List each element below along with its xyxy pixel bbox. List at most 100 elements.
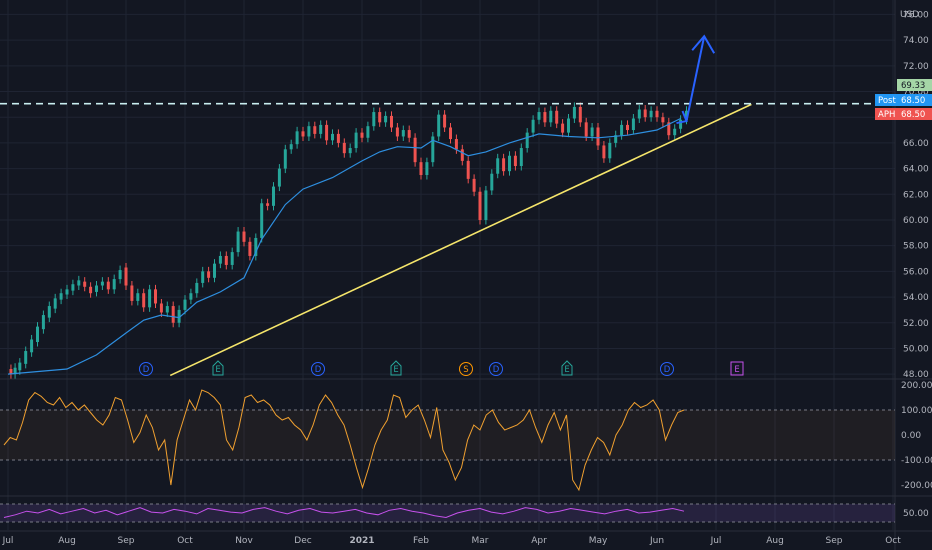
candle-body xyxy=(24,351,28,364)
candle-body xyxy=(366,126,370,138)
earnings-marker-label: E xyxy=(734,365,739,375)
arrow-head-small xyxy=(676,110,688,125)
candle-body xyxy=(626,124,629,131)
candle-body xyxy=(83,281,87,287)
price-tick-label: 62.00 xyxy=(903,190,929,200)
candle-body xyxy=(59,293,63,300)
candle-body xyxy=(431,136,435,163)
price-tag-bg xyxy=(897,108,932,120)
dividend-marker xyxy=(660,362,674,376)
candle-body xyxy=(118,270,122,280)
candle-body xyxy=(673,128,677,136)
oscillator-pane[interactable] xyxy=(0,503,895,523)
candle-body xyxy=(679,119,683,129)
price-tick-label: 48.00 xyxy=(903,370,929,380)
time-axis[interactable]: Jul Aug Sep Oct Nov Dec 2021 Feb Mar Apr May Jun Jul… xyxy=(2,536,902,546)
candle-body xyxy=(195,282,199,294)
candle-body xyxy=(637,109,641,119)
dividend-marker xyxy=(489,362,503,376)
candle-body xyxy=(189,293,193,300)
price-tick-label: 64.00 xyxy=(903,165,929,175)
candle-body xyxy=(572,106,576,119)
candle-body xyxy=(460,149,464,161)
candle-body xyxy=(260,203,264,238)
candle-body xyxy=(53,298,57,309)
time-tick-label: May xyxy=(589,536,608,546)
candle-body xyxy=(183,299,187,310)
candle-body xyxy=(519,148,523,167)
price-tick-label: 74.00 xyxy=(903,36,929,46)
event-marker-label: D xyxy=(315,365,322,375)
candle-body xyxy=(425,162,429,176)
candle-body xyxy=(578,106,582,123)
candle-body xyxy=(360,132,364,138)
event-marker-label: D xyxy=(143,365,150,375)
candle-body xyxy=(643,109,647,118)
price-tick-label: 58.00 xyxy=(903,242,929,252)
candle-body xyxy=(649,110,653,118)
price-tag-label: Post xyxy=(878,96,896,106)
earnings-marker xyxy=(730,361,744,376)
time-tick-label: Jul xyxy=(710,536,722,546)
candle-body xyxy=(342,142,346,154)
candle-body xyxy=(266,203,270,206)
candle-body xyxy=(437,114,441,137)
cci-tick-label: -200.00 xyxy=(901,481,932,491)
candle-body xyxy=(502,158,506,172)
candle-body xyxy=(331,133,334,141)
candle-body xyxy=(384,115,388,123)
candle-body xyxy=(543,112,547,123)
price-tick-label: 54.00 xyxy=(903,293,929,303)
moving-average-line xyxy=(7,117,681,375)
candle-body xyxy=(620,124,624,136)
candle-body xyxy=(667,122,671,136)
candle-body xyxy=(142,293,146,308)
candle-body xyxy=(655,110,659,118)
time-tick-label: Nov xyxy=(235,536,253,546)
candle-body xyxy=(537,112,541,120)
price-tag-value: 68.50 xyxy=(901,110,925,120)
earnings-marker-label: E xyxy=(393,365,398,375)
candle-body xyxy=(41,315,45,330)
candle-body xyxy=(112,279,116,290)
candle-body xyxy=(77,280,81,286)
time-tick-label: Feb xyxy=(413,536,429,546)
candle-body xyxy=(154,289,157,304)
candle-body xyxy=(148,289,152,308)
candle-body xyxy=(478,191,482,220)
candle-body xyxy=(313,126,317,134)
candle-body xyxy=(213,263,216,278)
split-marker xyxy=(459,362,473,376)
candle-body xyxy=(171,306,175,323)
price-tick-label: 60.00 xyxy=(903,216,929,226)
candle-body xyxy=(390,115,393,128)
candle-body xyxy=(100,281,104,286)
candle-body xyxy=(301,131,305,137)
candle-body xyxy=(631,118,635,131)
candle-body xyxy=(549,110,553,123)
oscillator-tick-label: 50.00 xyxy=(903,509,929,519)
event-marker-label: D xyxy=(493,365,500,375)
candle-body xyxy=(490,173,494,191)
earnings-marker xyxy=(390,360,402,376)
time-tick-label: Aug xyxy=(58,536,76,546)
candle-body xyxy=(307,126,311,137)
candle-body xyxy=(419,162,423,176)
candle-body xyxy=(685,110,688,120)
candle-body xyxy=(236,231,240,253)
candle-body xyxy=(224,255,228,265)
earnings-marker-label: E xyxy=(564,365,569,375)
cci-tick-label: -100.00 xyxy=(901,456,932,466)
time-tick-label: Aug xyxy=(766,536,784,546)
candle-body xyxy=(407,130,411,138)
candle-body xyxy=(590,127,594,137)
time-tick-label: Sep xyxy=(118,536,135,546)
candle-body xyxy=(513,155,517,167)
candle-body xyxy=(584,122,588,137)
cci-pane[interactable] xyxy=(0,389,895,492)
cci-line xyxy=(3,389,685,492)
dividend-marker xyxy=(139,362,153,376)
candle-body xyxy=(443,114,447,128)
